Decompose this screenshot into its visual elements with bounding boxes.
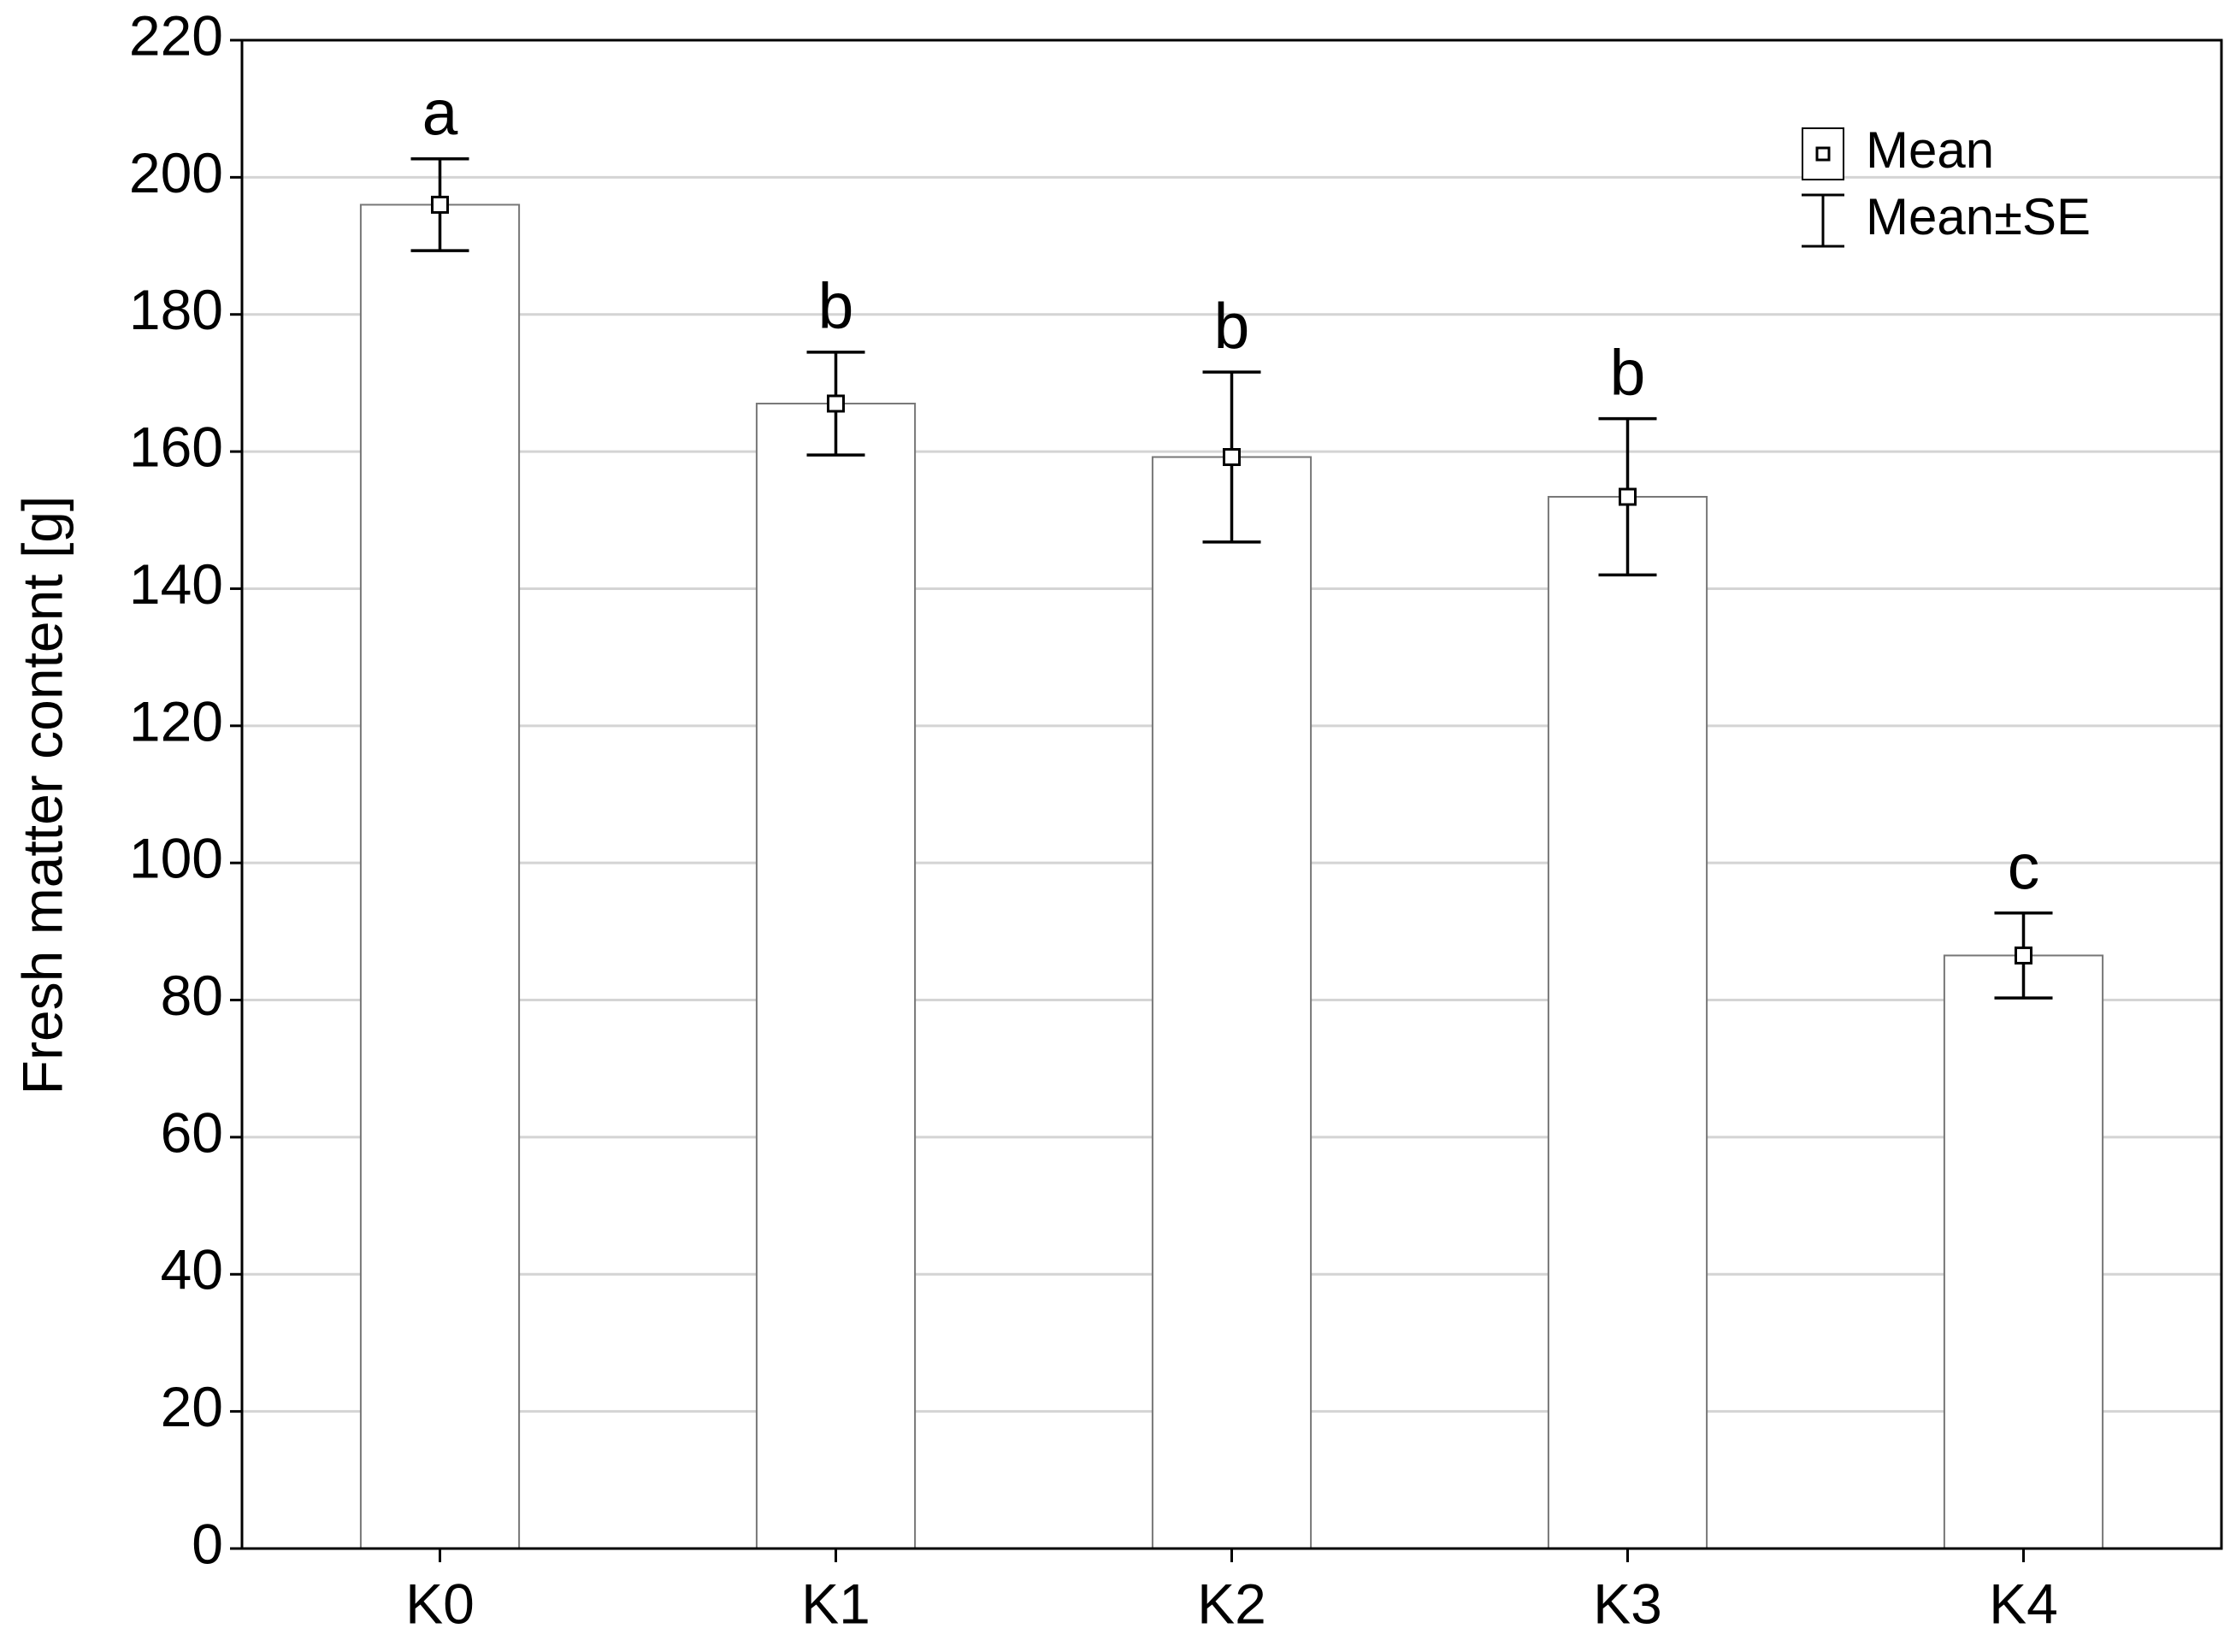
y-tick-label: 80: [161, 964, 223, 1027]
y-tick-label: 180: [129, 278, 223, 341]
legend-label: Mean: [1866, 121, 1994, 179]
x-tick-label: K0: [405, 1572, 475, 1635]
y-axis-label: Fresh matter content [g]: [10, 496, 74, 1095]
x-tick-label: K1: [801, 1572, 870, 1635]
mean-marker: [827, 394, 845, 413]
x-tick-label: K4: [1989, 1572, 2058, 1635]
mean-marker: [431, 195, 449, 214]
significance-letter: b: [818, 270, 854, 342]
y-tick-label: 200: [129, 141, 223, 204]
y-tick-label: 60: [161, 1100, 223, 1164]
bar: [1943, 954, 2104, 1549]
significance-letter: c: [2008, 831, 2040, 903]
x-tick-label: K2: [1197, 1572, 1266, 1635]
y-tick-label: 100: [129, 827, 223, 890]
y-tick-label: 0: [192, 1512, 223, 1575]
plot-frame: [240, 38, 2223, 1550]
mean-marker: [1223, 448, 1241, 467]
y-tick-label: 220: [129, 3, 223, 67]
y-tick-label: 20: [161, 1375, 223, 1438]
y-tick-label: 140: [129, 552, 223, 616]
bar: [359, 204, 521, 1549]
significance-letter: b: [1610, 336, 1646, 408]
significance-letter: a: [422, 77, 458, 149]
y-tick-label: 120: [129, 689, 223, 752]
bar: [1151, 456, 1313, 1549]
bar: [1547, 496, 1708, 1550]
significance-letter: b: [1214, 290, 1250, 362]
y-tick-label: 160: [129, 416, 223, 479]
x-tick-label: K3: [1593, 1572, 1662, 1635]
y-tick-label: 40: [161, 1238, 223, 1301]
bar: [755, 402, 917, 1549]
legend-label: Mean±SE: [1866, 188, 2091, 245]
mean-marker: [1619, 487, 1637, 506]
mean-marker: [2015, 946, 2032, 965]
legend-mean-icon: [1815, 146, 1831, 162]
